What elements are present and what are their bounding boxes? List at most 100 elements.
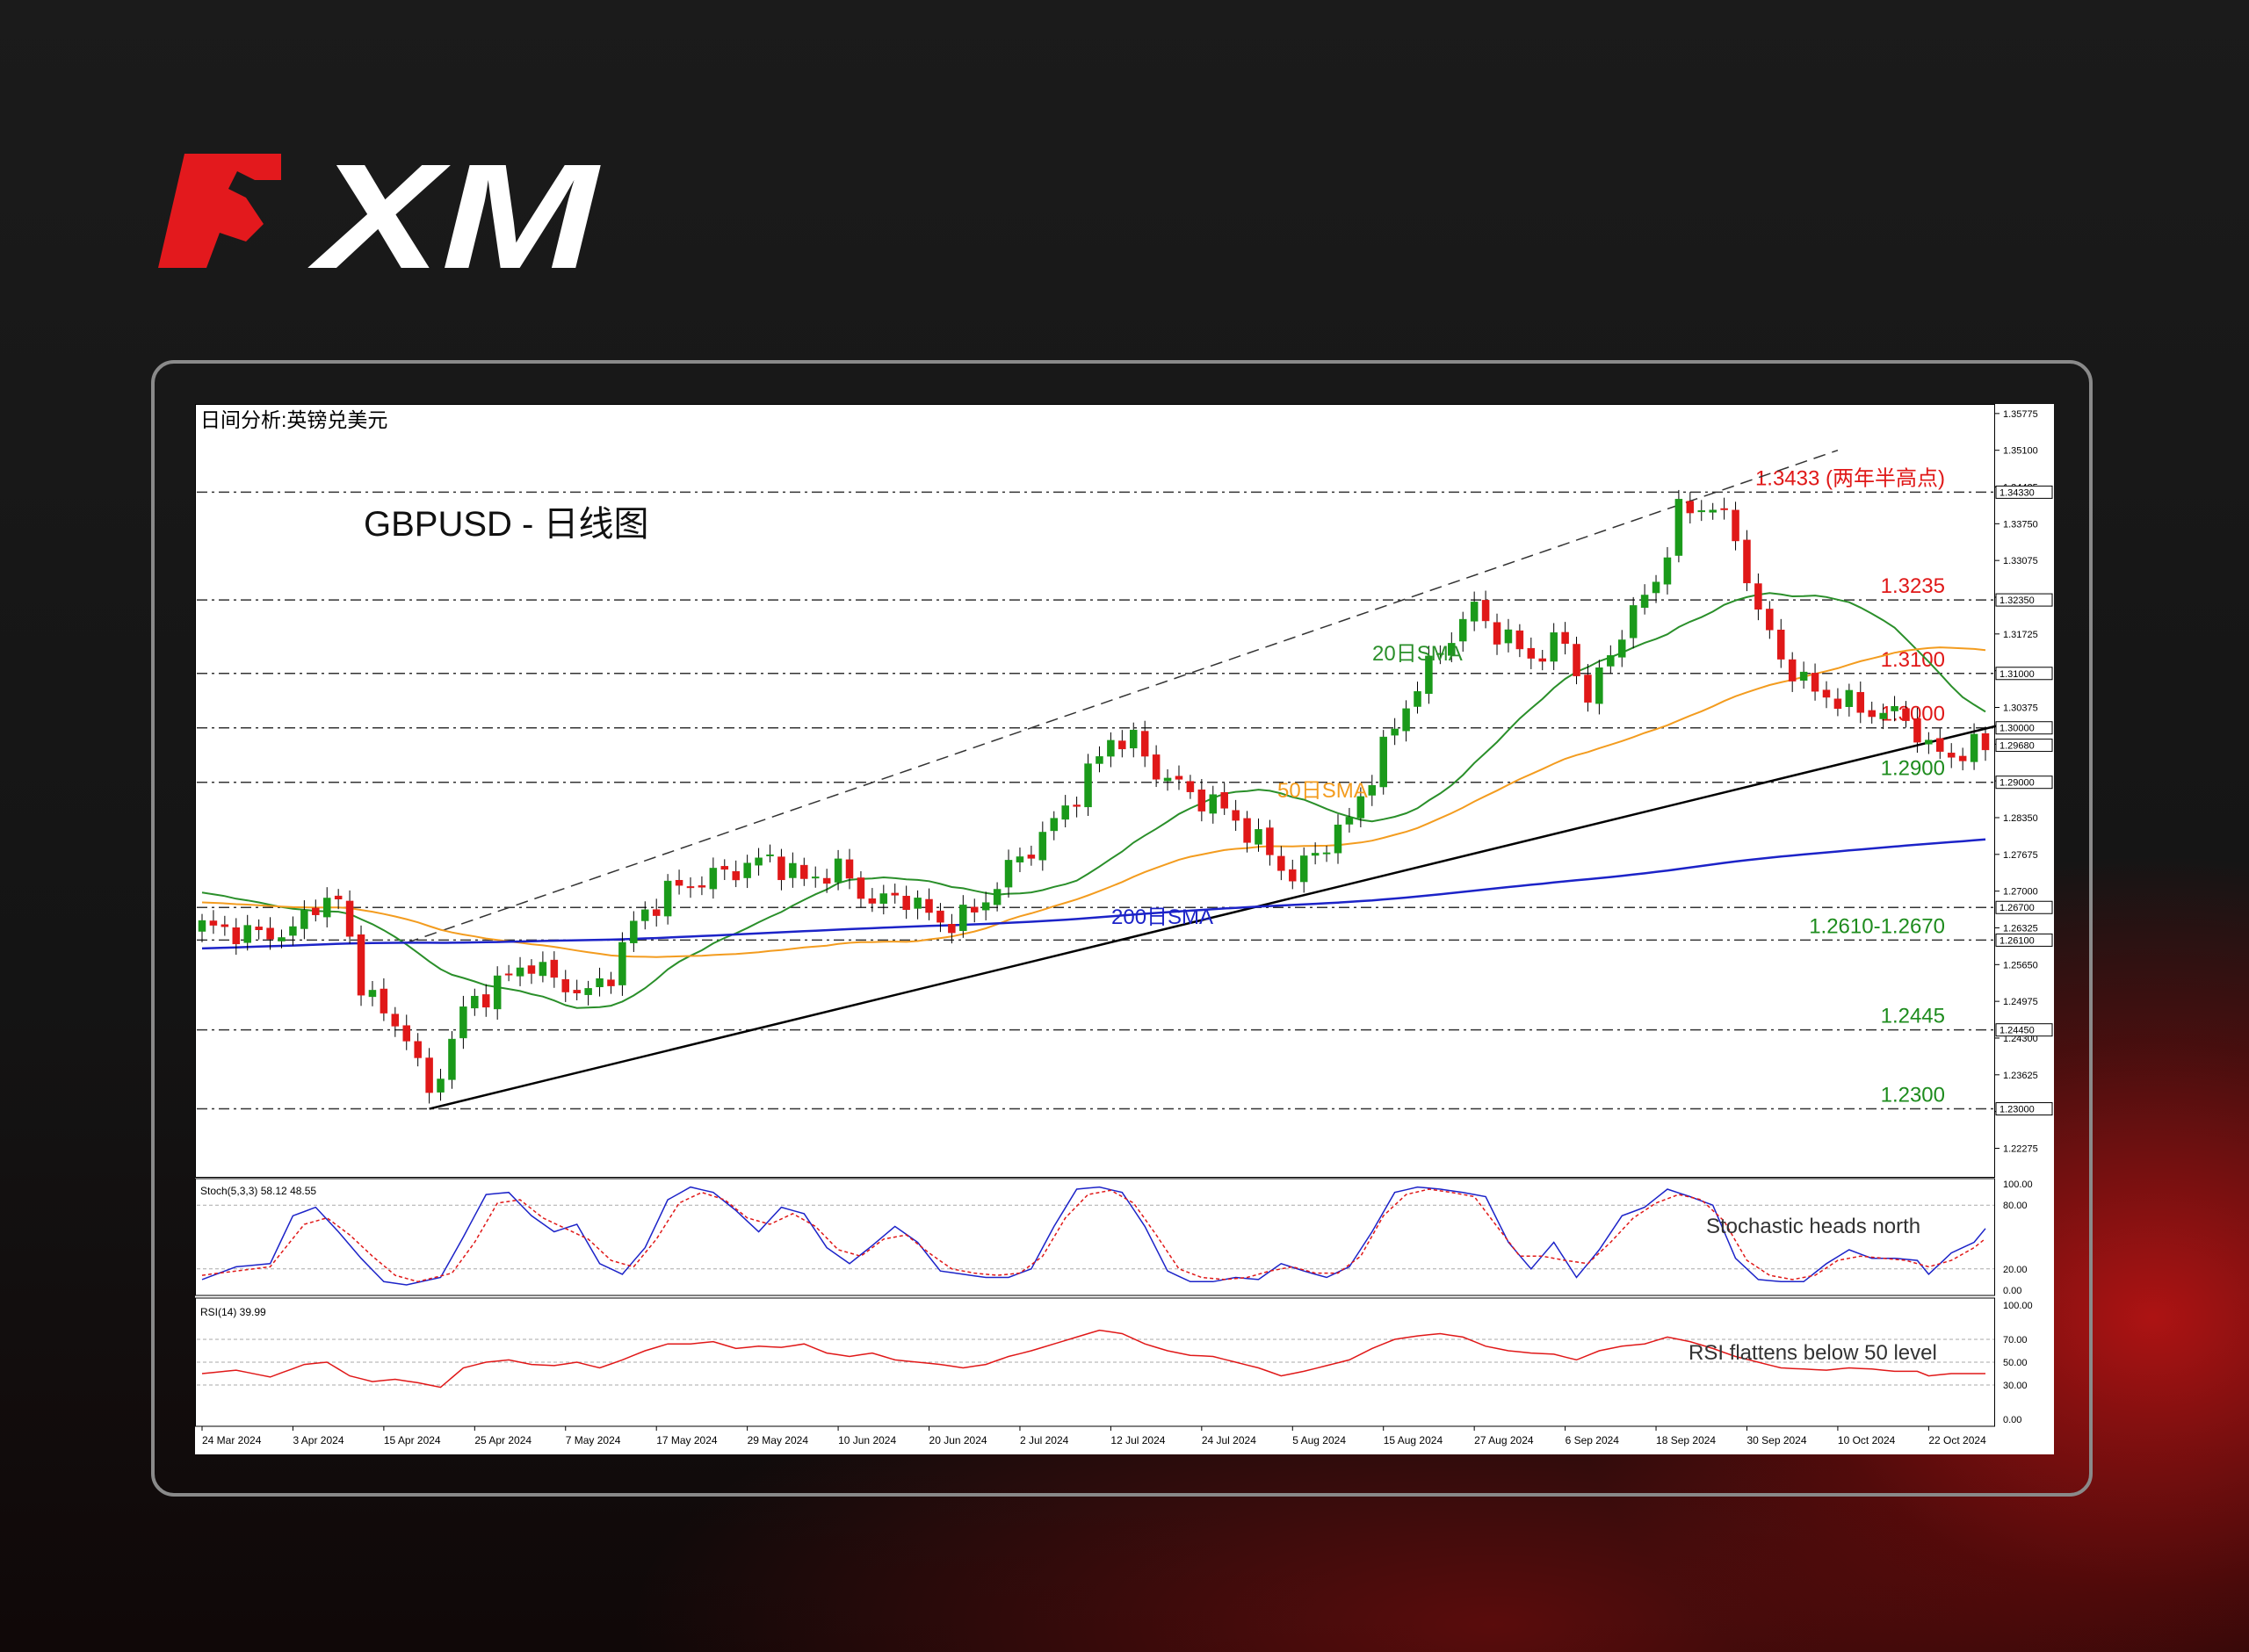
stoch-label: Stoch(5,3,3) 58.12 48.55 xyxy=(200,1185,316,1197)
candle-body xyxy=(1958,755,1967,761)
candle-body xyxy=(1754,583,1762,610)
level-label: 1.3235 xyxy=(1881,574,1945,598)
sma200-label: 200日SMA xyxy=(1111,905,1213,929)
logo-text: XM xyxy=(307,145,601,277)
candle-body xyxy=(266,927,274,940)
candle-body xyxy=(1243,818,1251,843)
candle-body xyxy=(1550,632,1558,662)
candle-body xyxy=(1356,796,1365,819)
level-axis-label: 1.30000 xyxy=(2000,724,2035,734)
candle-body xyxy=(1573,644,1580,676)
candle-body xyxy=(1414,691,1421,707)
candle-body xyxy=(1902,708,1910,721)
rsi-level-label: 70.00 xyxy=(2003,1335,2028,1345)
candle-body xyxy=(482,994,490,1008)
level-axis-label: 1.26100 xyxy=(2000,935,2035,946)
candle-body xyxy=(504,973,513,976)
candle-body xyxy=(573,990,581,993)
level-axis-label: 1.29000 xyxy=(2000,778,2035,789)
stoch-level-label: 100.00 xyxy=(2003,1179,2033,1190)
y-tick-label: 1.27000 xyxy=(2003,887,2038,898)
level-axis-box xyxy=(1995,485,2053,499)
candle-body xyxy=(845,859,854,879)
candle-body xyxy=(1255,829,1262,845)
support-trendline xyxy=(429,723,2004,1110)
candle-body xyxy=(1073,804,1081,807)
candle-body xyxy=(663,880,672,917)
candle-body xyxy=(448,1038,456,1080)
candle-body xyxy=(493,975,502,1010)
candle-body xyxy=(822,877,831,884)
candle-body xyxy=(879,893,888,904)
candle-body xyxy=(1629,605,1638,638)
stoch-panel-border xyxy=(195,1178,1995,1296)
rsi-panel-border xyxy=(195,1297,1995,1427)
candle-body xyxy=(811,876,820,879)
candle-body xyxy=(1822,689,1831,698)
candle-body xyxy=(698,885,706,888)
candle-body xyxy=(1107,739,1115,757)
candle-body xyxy=(1766,609,1774,631)
rsi-level-label: 0.00 xyxy=(2003,1415,2021,1425)
x-tick-label: 24 Jul 2024 xyxy=(1202,1434,1256,1446)
x-tick-label: 12 Jul 2024 xyxy=(1110,1434,1165,1446)
level-axis-label: 1.26700 xyxy=(2000,903,2035,913)
candle-body xyxy=(1220,791,1228,809)
candle-body xyxy=(1743,539,1751,584)
y-tick-label: 1.30375 xyxy=(2003,703,2038,713)
candle-body xyxy=(800,864,808,879)
candle-body xyxy=(1504,629,1513,644)
candle-body xyxy=(1856,691,1865,713)
rsi-level-label: 100.00 xyxy=(2003,1301,2033,1311)
candle-body xyxy=(641,909,649,921)
level-label: 1.2610-1.2670 xyxy=(1809,914,1945,938)
candle-body xyxy=(1732,509,1739,542)
candle-body xyxy=(1811,673,1819,692)
candle-body xyxy=(437,1078,445,1093)
x-tick-label: 24 Mar 2024 xyxy=(202,1434,262,1446)
stoch-level-label: 80.00 xyxy=(2003,1201,2028,1211)
x-tick-label: 10 Jun 2024 xyxy=(838,1434,896,1446)
candle-body xyxy=(868,898,877,904)
candle-body xyxy=(1618,639,1626,658)
x-tick-label: 15 Aug 2024 xyxy=(1384,1434,1443,1446)
candle-body xyxy=(1788,659,1797,682)
candle-body xyxy=(1913,718,1921,743)
candle-body xyxy=(1868,710,1876,718)
candle-body xyxy=(322,898,331,918)
candle-body xyxy=(1096,756,1103,764)
gbpusd-daily-chart: 1.3433 (两年半高点)1.32351.31001.30001.29001.… xyxy=(195,404,2054,1454)
candle-body xyxy=(630,920,638,943)
candle-body xyxy=(255,927,263,930)
candle-body xyxy=(777,856,785,881)
candle-body xyxy=(1402,708,1410,732)
level-axis-label: 1.32350 xyxy=(2000,595,2035,606)
candle-body xyxy=(1368,785,1377,796)
x-tick-label: 17 May 2024 xyxy=(656,1434,718,1446)
x-tick-label: 10 Oct 2024 xyxy=(1838,1434,1896,1446)
candle-body xyxy=(607,979,615,986)
candle-body xyxy=(1652,581,1660,594)
level-axis-label: 1.24450 xyxy=(2000,1026,2035,1036)
candle-body xyxy=(391,1014,400,1027)
level-label: 1.2900 xyxy=(1881,757,1945,781)
candle-body xyxy=(1050,818,1058,832)
candle-body xyxy=(1152,754,1161,780)
candle-body xyxy=(1663,557,1672,585)
x-tick-label: 22 Oct 2024 xyxy=(1928,1434,1986,1446)
x-tick-label: 25 Apr 2024 xyxy=(474,1434,532,1446)
candle-body xyxy=(1289,869,1297,882)
candle-body xyxy=(1061,805,1069,820)
candle-body xyxy=(720,866,729,870)
candle-body xyxy=(402,1025,410,1042)
candle-body xyxy=(209,920,218,926)
level-axis-box xyxy=(1995,1023,2053,1037)
x-tick-label: 29 May 2024 xyxy=(748,1434,809,1446)
candle-body xyxy=(1981,733,1990,751)
candle-body xyxy=(1004,860,1013,888)
candle-body xyxy=(1448,643,1456,656)
y-tick-label: 1.24975 xyxy=(2003,997,2038,1007)
x-tick-label: 2 Jul 2024 xyxy=(1020,1434,1069,1446)
candle-body xyxy=(1720,508,1728,510)
candle-body xyxy=(539,962,547,977)
